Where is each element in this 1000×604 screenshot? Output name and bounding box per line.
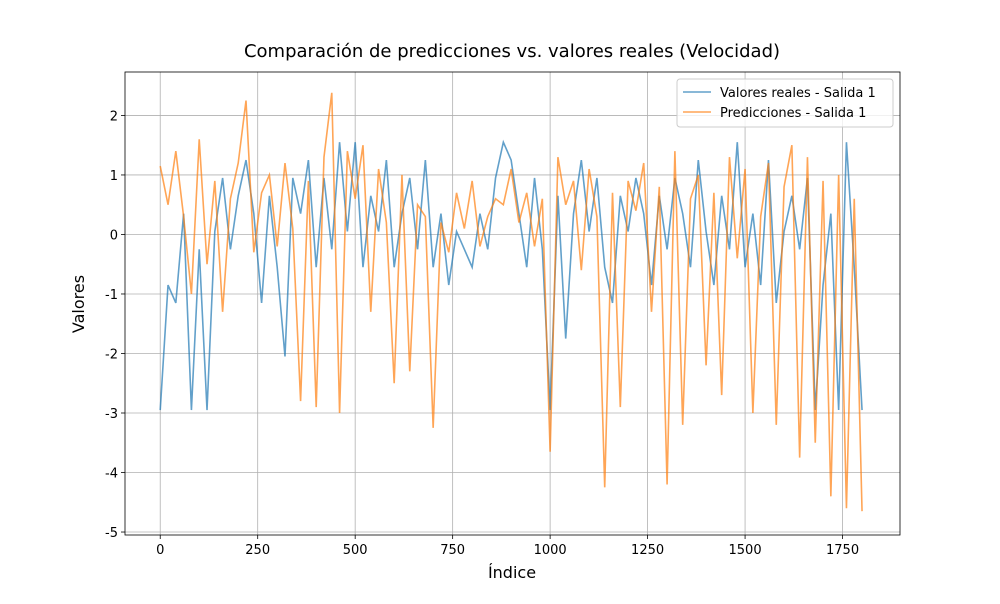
x-tick-label: 1500 bbox=[729, 543, 762, 558]
y-tick-label: 1 bbox=[110, 169, 118, 184]
x-tick-label: 1000 bbox=[534, 543, 567, 558]
x-tick-label: 500 bbox=[343, 543, 368, 558]
y-tick-label: -5 bbox=[105, 526, 118, 541]
legend-label: Valores reales - Salida 1 bbox=[720, 86, 876, 101]
y-tick-label: 2 bbox=[110, 109, 118, 124]
plot-frame bbox=[124, 71, 901, 536]
y-tick-label: -1 bbox=[105, 288, 118, 303]
x-tick-label: 1250 bbox=[631, 543, 664, 558]
legend-label: Predicciones - Salida 1 bbox=[720, 106, 866, 121]
x-tick-label: 250 bbox=[245, 543, 270, 558]
x-tick-label: 750 bbox=[440, 543, 465, 558]
y-axis-label: Valores bbox=[69, 275, 88, 333]
legend-box bbox=[676, 78, 894, 128]
x-tick-label: 1750 bbox=[826, 543, 859, 558]
y-tick-label: -4 bbox=[105, 467, 118, 482]
y-tick-label: -3 bbox=[105, 407, 118, 422]
x-axis-label: Índice bbox=[488, 563, 536, 582]
y-tick-label: -2 bbox=[105, 347, 118, 362]
y-tick-label: 0 bbox=[110, 228, 118, 243]
legend: Valores reales - Salida 1 Predicciones - … bbox=[676, 78, 894, 128]
data-line bbox=[159, 139, 863, 411]
data-line bbox=[159, 92, 863, 512]
x-tick-label: 0 bbox=[156, 543, 164, 558]
chart-title: Comparación de predicciones vs. valores … bbox=[244, 41, 780, 62]
